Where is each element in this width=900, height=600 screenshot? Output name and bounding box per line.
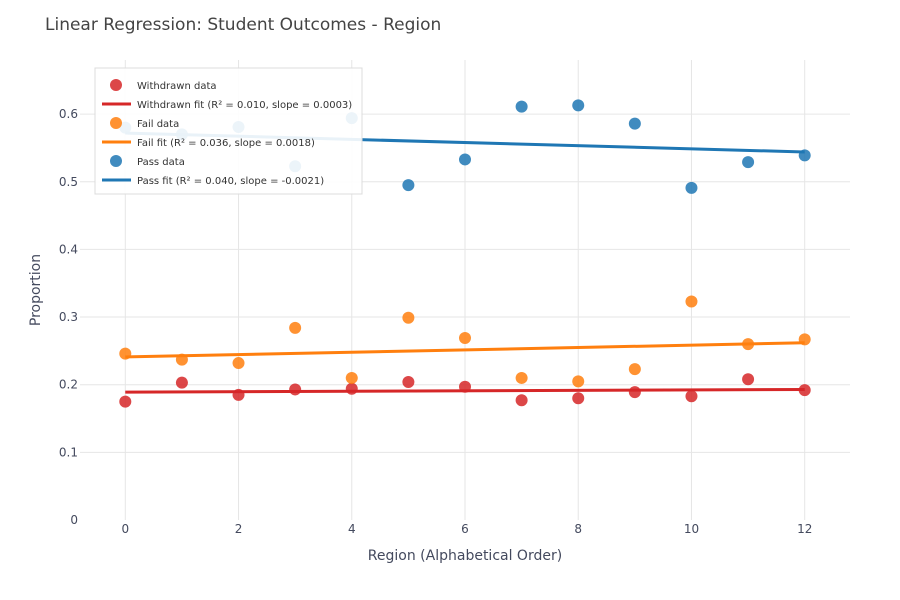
chart-title: Linear Regression: Student Outcomes - Re… <box>45 15 441 35</box>
data-point-1-0[interactable] <box>119 347 132 360</box>
data-point-2-5[interactable] <box>402 179 415 192</box>
legend-marker-0 <box>110 79 122 91</box>
legend-box <box>94 67 363 195</box>
data-point-1-1[interactable] <box>175 353 188 366</box>
data-point-1-6[interactable] <box>459 332 471 345</box>
data-point-0-1[interactable] <box>175 376 188 389</box>
y-tick-label: 0 <box>70 513 78 527</box>
legend-label-fit-0: Withdrawn fit (R² = 0.010, slope = 0.000… <box>137 100 352 111</box>
data-point-0-10[interactable] <box>685 390 698 403</box>
data-point-1-2[interactable] <box>232 357 245 370</box>
data-point-0-0[interactable] <box>119 395 132 408</box>
y-tick-label: 0.2 <box>59 378 78 392</box>
x-tick-label: 10 <box>684 522 699 536</box>
x-tick-label: 8 <box>574 522 582 536</box>
data-point-0-9[interactable] <box>628 386 641 399</box>
legend-label-data-1: Fail data <box>137 119 179 130</box>
legend-label-data-0: Withdrawn data <box>137 81 217 92</box>
data-point-0-8[interactable] <box>572 392 585 405</box>
x-tick-labels: 0 2 4 6 8 10 12 <box>121 522 812 536</box>
data-point-2-6[interactable] <box>459 153 471 166</box>
x-tick-label: 12 <box>797 522 812 536</box>
data-point-0-2[interactable] <box>232 388 245 401</box>
data-point-1-10[interactable] <box>685 295 698 308</box>
data-point-1-9[interactable] <box>628 363 641 376</box>
x-tick-label: 4 <box>348 522 356 536</box>
data-point-0-4[interactable] <box>345 382 358 395</box>
data-point-0-7[interactable] <box>515 394 528 407</box>
legend[interactable]: Withdrawn data Withdrawn fit (R² = 0.010,… <box>94 67 363 195</box>
y-tick-label: 0.3 <box>59 310 78 324</box>
x-tick-label: 0 <box>121 522 129 536</box>
data-point-0-11[interactable] <box>742 373 755 386</box>
y-tick-label: 0.1 <box>59 445 78 459</box>
data-point-2-7[interactable] <box>515 100 528 113</box>
data-point-2-12[interactable] <box>798 149 811 162</box>
data-point-1-12[interactable] <box>798 333 811 346</box>
legend-label-data-2: Pass data <box>137 157 185 168</box>
data-point-1-11[interactable] <box>742 338 755 351</box>
legend-marker-1 <box>110 117 122 129</box>
data-point-1-7[interactable] <box>515 371 528 384</box>
data-point-1-5[interactable] <box>402 311 415 324</box>
legend-label-fit-2: Pass fit (R² = 0.040, slope = -0.0021) <box>137 176 324 187</box>
legend-marker-2 <box>110 155 122 167</box>
data-point-1-8[interactable] <box>572 375 585 388</box>
x-tick-label: 2 <box>235 522 243 536</box>
y-tick-label: 0.4 <box>59 242 78 256</box>
y-tick-labels: 0 0.1 0.2 0.3 0.4 0.5 0.6 <box>59 107 78 527</box>
y-gridlines <box>80 113 850 453</box>
data-point-1-3[interactable] <box>289 321 302 334</box>
data-point-2-11[interactable] <box>742 156 755 169</box>
data-point-0-12[interactable] <box>798 384 811 397</box>
y-tick-label: 0.6 <box>59 107 78 121</box>
fit-line-1 <box>125 341 805 359</box>
data-point-0-5[interactable] <box>402 376 415 388</box>
x-axis-title: Region (Alphabetical Order) <box>368 548 562 564</box>
data-point-0-3[interactable] <box>289 383 302 396</box>
data-point-2-10[interactable] <box>685 181 698 194</box>
data-point-1-4[interactable] <box>345 371 358 384</box>
data-point-2-8[interactable] <box>572 99 585 112</box>
data-point-2-9[interactable] <box>628 117 641 130</box>
legend-label-fit-1: Fail fit (R² = 0.036, slope = 0.0018) <box>137 138 315 149</box>
y-axis-title: Proportion <box>28 254 44 326</box>
data-point-0-6[interactable] <box>459 380 471 393</box>
y-tick-label: 0.5 <box>59 175 78 189</box>
x-tick-label: 6 <box>461 522 469 536</box>
